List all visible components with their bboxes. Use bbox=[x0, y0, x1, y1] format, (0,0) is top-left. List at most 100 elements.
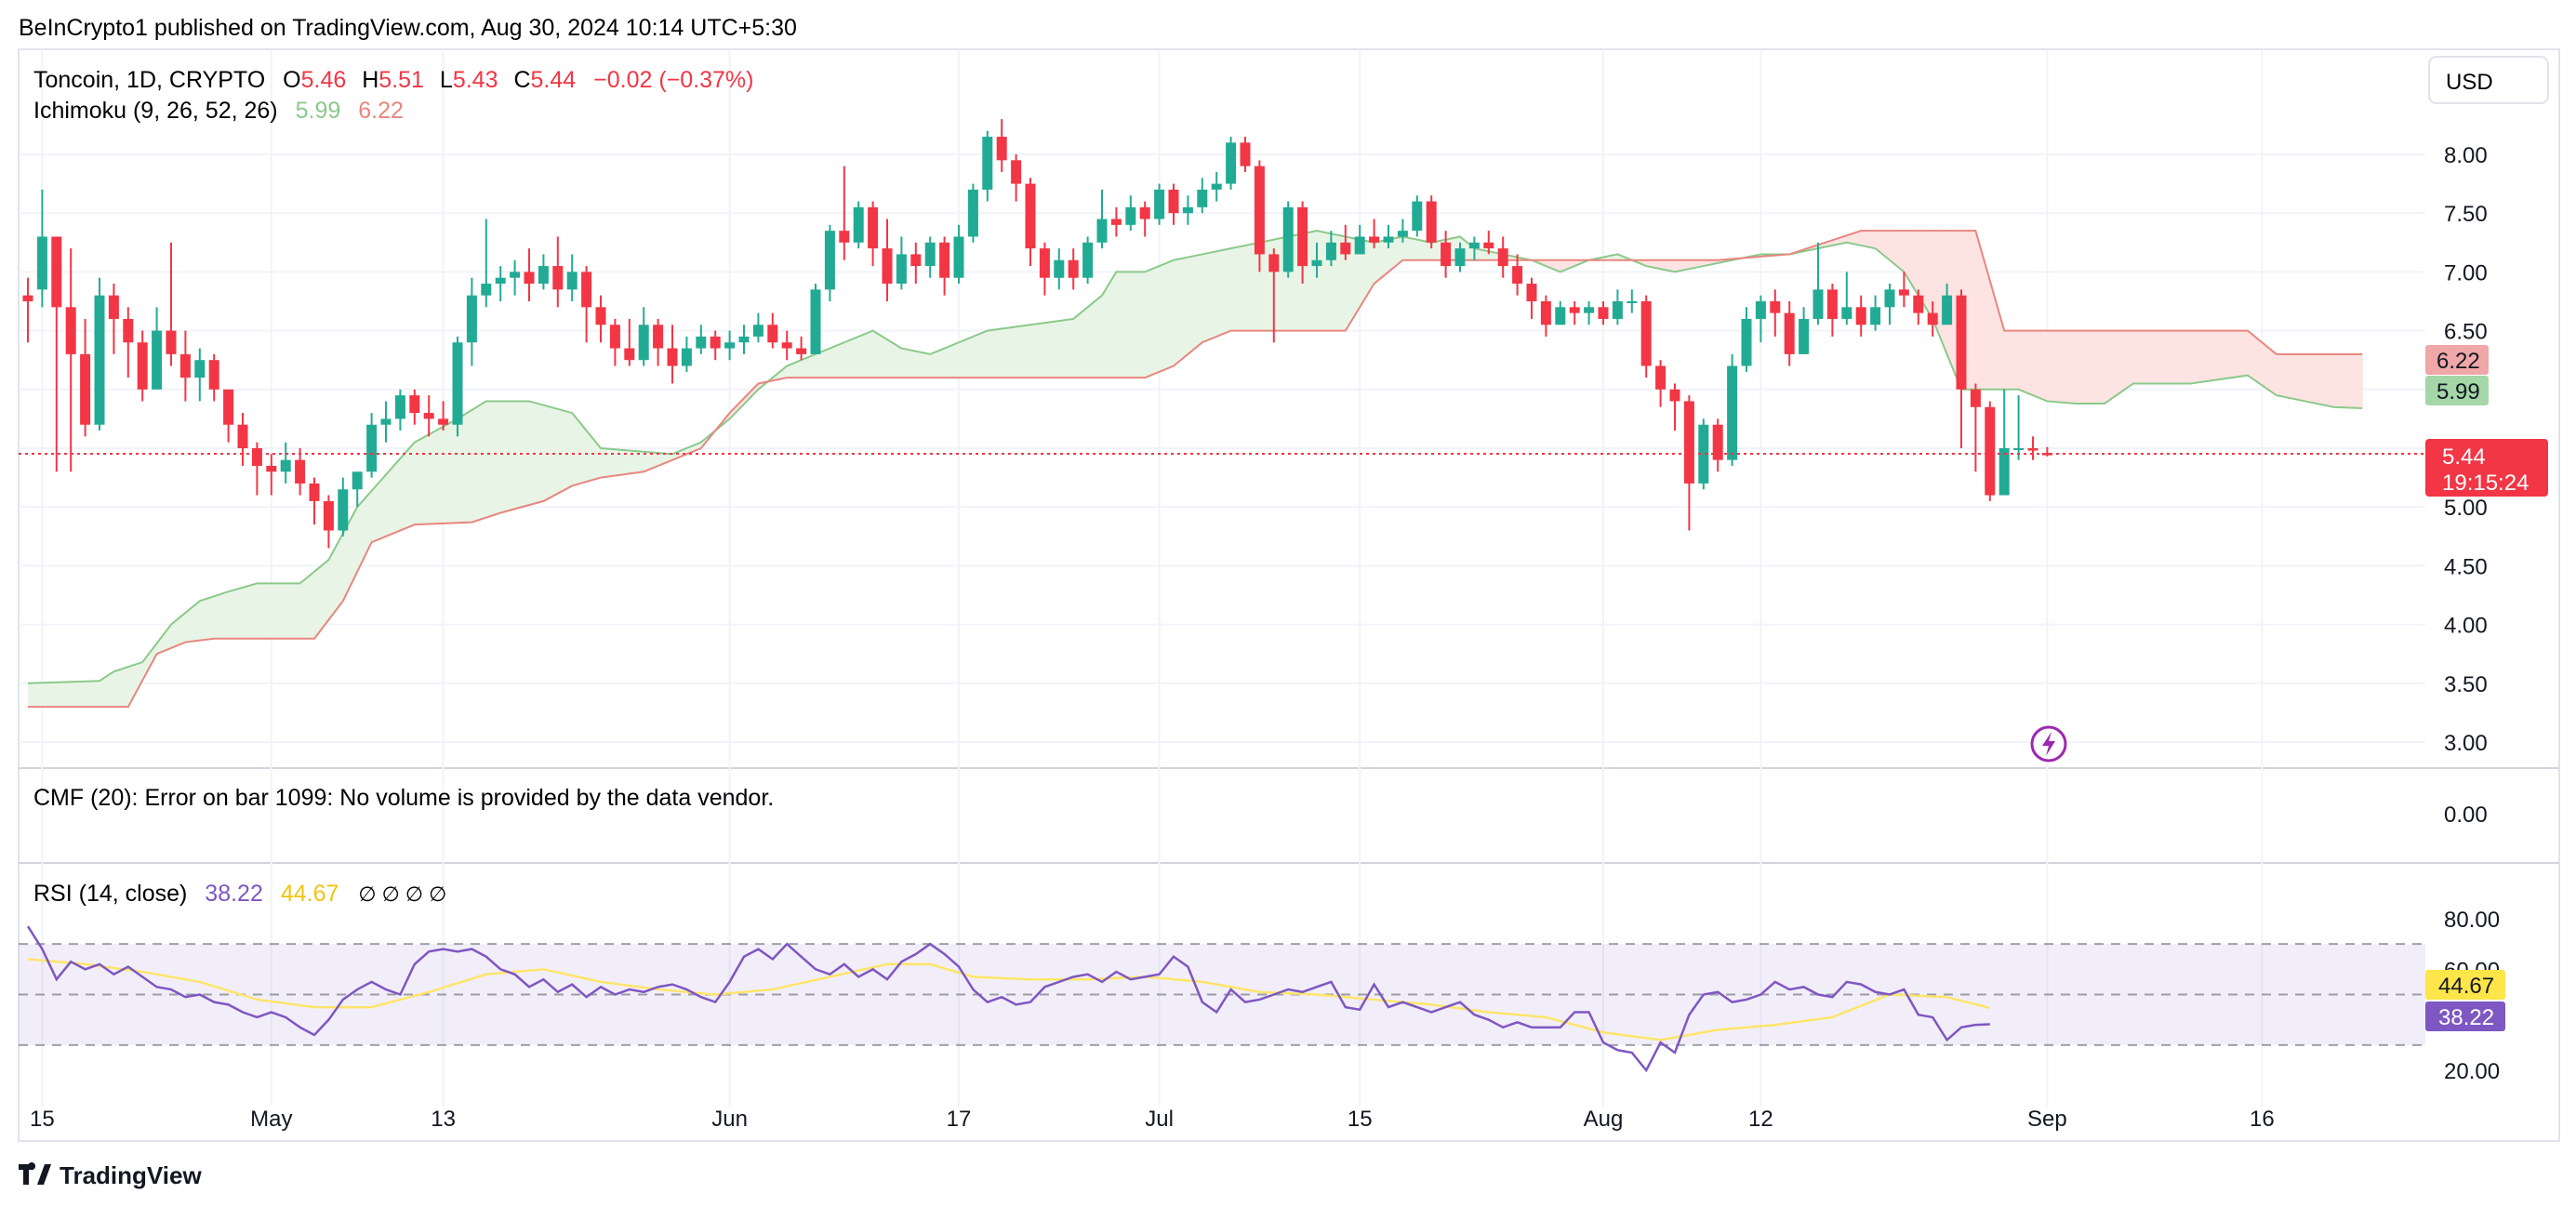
cloud-segment bbox=[2090, 330, 2098, 404]
cloud-segment bbox=[1087, 301, 1095, 378]
candle-body bbox=[882, 248, 893, 285]
candle-body bbox=[137, 342, 148, 390]
candle-body bbox=[1282, 206, 1294, 272]
cloud-segment bbox=[28, 683, 36, 708]
candle-body bbox=[667, 348, 678, 366]
cloud-segment bbox=[56, 682, 65, 708]
cloud-segment bbox=[1989, 280, 1998, 390]
ichimoku-label: Ichimoku (9, 26, 52, 26) bbox=[33, 98, 278, 124]
candle-body bbox=[924, 242, 936, 267]
candle-body bbox=[982, 137, 993, 190]
candle-body bbox=[295, 459, 306, 484]
time-tick-label: 17 bbox=[947, 1107, 972, 1132]
candle-body bbox=[409, 395, 420, 414]
cloud-segment bbox=[779, 365, 788, 379]
candle-body bbox=[1011, 160, 1022, 184]
cloud-segment bbox=[1166, 259, 1175, 369]
bar-countdown: 19:15:24 bbox=[2442, 471, 2529, 496]
cloud-segment bbox=[2018, 330, 2026, 392]
cloud-segment bbox=[1388, 238, 1397, 272]
candle-body bbox=[309, 483, 320, 501]
cloud-segment bbox=[1983, 256, 1991, 390]
cloud-segment bbox=[1882, 231, 1891, 260]
cloud-segment bbox=[1002, 327, 1010, 378]
candle-body bbox=[1669, 389, 1680, 402]
cloud-segment bbox=[164, 624, 172, 652]
cloud-segment bbox=[2319, 353, 2328, 406]
cloud-segment bbox=[1259, 241, 1268, 331]
cloud-segment bbox=[2176, 330, 2184, 384]
cloud-segment bbox=[615, 449, 623, 476]
cloud-segment bbox=[1180, 257, 1188, 361]
candle-body bbox=[1741, 318, 1752, 366]
cloud-segment bbox=[1431, 241, 1440, 260]
cloud-segment bbox=[1410, 238, 1418, 260]
cloud-segment bbox=[2312, 353, 2320, 405]
rsi-extra-values: ∅ ∅ ∅ ∅ bbox=[358, 882, 446, 906]
cloud-segment bbox=[801, 357, 809, 378]
candle-body bbox=[1512, 266, 1523, 285]
cloud-segment bbox=[843, 339, 853, 378]
cloud-segment bbox=[1968, 231, 1976, 390]
cloud-segment bbox=[357, 498, 365, 572]
cloud-segment bbox=[1689, 259, 1697, 270]
time-tick-label: Aug bbox=[1584, 1107, 1624, 1132]
candle-body bbox=[1841, 307, 1852, 319]
time-tick-label: 15 bbox=[30, 1107, 55, 1132]
candle-body bbox=[1154, 189, 1165, 219]
candle-body bbox=[1985, 406, 1996, 496]
cloud-segment bbox=[429, 431, 437, 524]
cloud-segment bbox=[156, 633, 165, 655]
candle-body bbox=[595, 307, 606, 325]
cloud-segment bbox=[830, 345, 838, 378]
cloud-segment bbox=[443, 422, 451, 524]
close-label: C bbox=[513, 67, 530, 93]
cloud-segment bbox=[278, 583, 286, 639]
cloud-segment bbox=[1095, 295, 1103, 378]
cloud-segment bbox=[249, 583, 258, 639]
candle-body bbox=[1655, 365, 1666, 390]
candle-body bbox=[466, 295, 477, 343]
cloud-segment bbox=[1366, 241, 1375, 296]
candle-body bbox=[1727, 365, 1738, 460]
candle-body bbox=[1799, 318, 1810, 354]
last-price-value: 5.44 bbox=[2442, 444, 2486, 470]
candle-body bbox=[1640, 301, 1652, 366]
currency-button[interactable] bbox=[2428, 56, 2549, 104]
candle-body bbox=[152, 330, 163, 390]
cloud-segment bbox=[2025, 330, 2034, 396]
cloud-segment bbox=[392, 458, 401, 534]
rsi-tick-label: 20.00 bbox=[2444, 1059, 2500, 1084]
candle-body bbox=[2027, 448, 2038, 451]
cloud-segment bbox=[593, 439, 602, 480]
close-value: 5.44 bbox=[531, 67, 577, 93]
cloud-segment bbox=[2190, 330, 2198, 384]
cloud-segment bbox=[1546, 259, 1554, 270]
time-tick-label: Jun bbox=[711, 1107, 748, 1132]
candle-body bbox=[1526, 284, 1537, 301]
cloud-segment bbox=[1467, 242, 1475, 260]
cloud-segment bbox=[901, 348, 910, 378]
high-label: H bbox=[362, 67, 378, 93]
cloud-segment bbox=[2269, 348, 2277, 396]
cloud-segment bbox=[2076, 330, 2084, 404]
cmf-axis-label: 0.00 bbox=[2444, 802, 2488, 828]
cloud-segment bbox=[1660, 259, 1668, 271]
candle-body bbox=[910, 254, 922, 267]
legend-main: Toncoin, 1D, CRYPTO O5.46 H5.51 L5.43 C5… bbox=[33, 67, 753, 124]
cloud-segment bbox=[808, 353, 817, 378]
candle-body bbox=[1226, 142, 1237, 184]
cloud-segment bbox=[1317, 231, 1325, 331]
cloud-segment bbox=[435, 426, 445, 524]
cloud-segment bbox=[199, 598, 208, 641]
candle-body bbox=[624, 348, 635, 361]
candle-body bbox=[1125, 206, 1136, 225]
cloud-segment bbox=[951, 342, 960, 378]
cloud-segment bbox=[2219, 330, 2227, 380]
candle-body bbox=[1268, 254, 1280, 272]
rsi-legend-value: 38.22 bbox=[205, 881, 263, 907]
span-b-badge-value: 6.22 bbox=[2437, 349, 2480, 374]
candle-body bbox=[1468, 242, 1480, 249]
tradingview-logo[interactable]: TradingView bbox=[19, 1161, 202, 1189]
cloud-segment bbox=[601, 448, 609, 478]
